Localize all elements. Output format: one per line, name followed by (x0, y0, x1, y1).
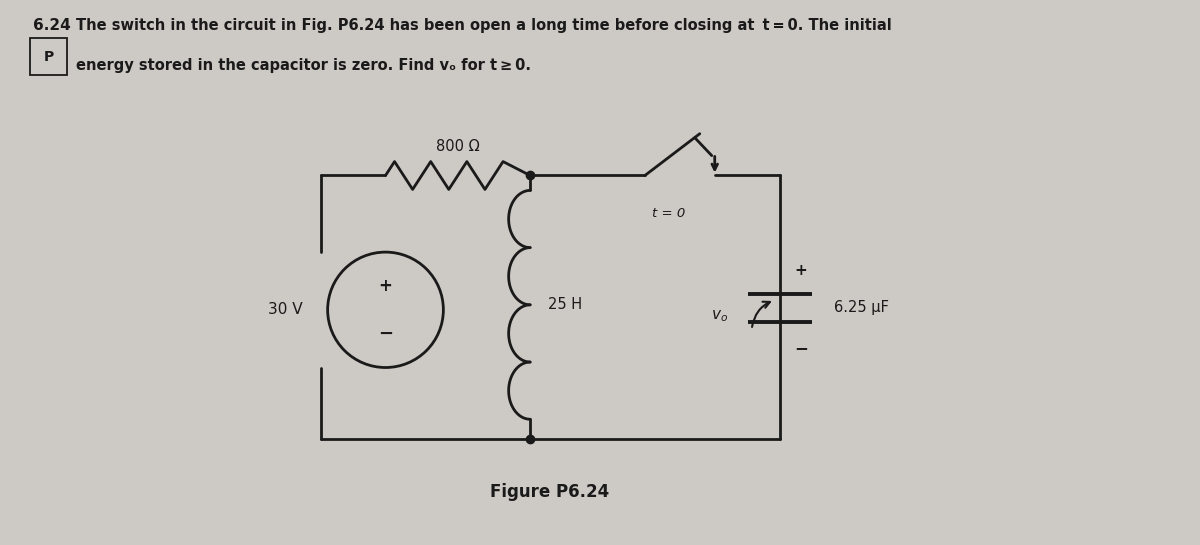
Text: +: + (794, 263, 808, 277)
Text: −: − (378, 325, 394, 343)
Text: 6.24: 6.24 (34, 19, 71, 33)
Text: Figure P6.24: Figure P6.24 (491, 483, 610, 501)
Text: P: P (43, 50, 54, 64)
Text: 25 H: 25 H (548, 298, 582, 312)
Text: t = 0: t = 0 (652, 207, 685, 220)
Text: 800 Ω: 800 Ω (436, 138, 480, 154)
FancyBboxPatch shape (30, 38, 67, 75)
Text: +: + (378, 277, 392, 295)
Text: 30 V: 30 V (269, 302, 304, 317)
Text: $v_o$: $v_o$ (710, 308, 727, 324)
Text: energy stored in the capacitor is zero. Find vₒ for t ≥ 0.: energy stored in the capacitor is zero. … (77, 58, 532, 73)
Text: 6.25 μF: 6.25 μF (834, 300, 889, 316)
Text: −: − (794, 338, 809, 356)
Text: The switch in the circuit in Fig. P6.24 has been open a long time before closing: The switch in the circuit in Fig. P6.24 … (77, 19, 892, 33)
